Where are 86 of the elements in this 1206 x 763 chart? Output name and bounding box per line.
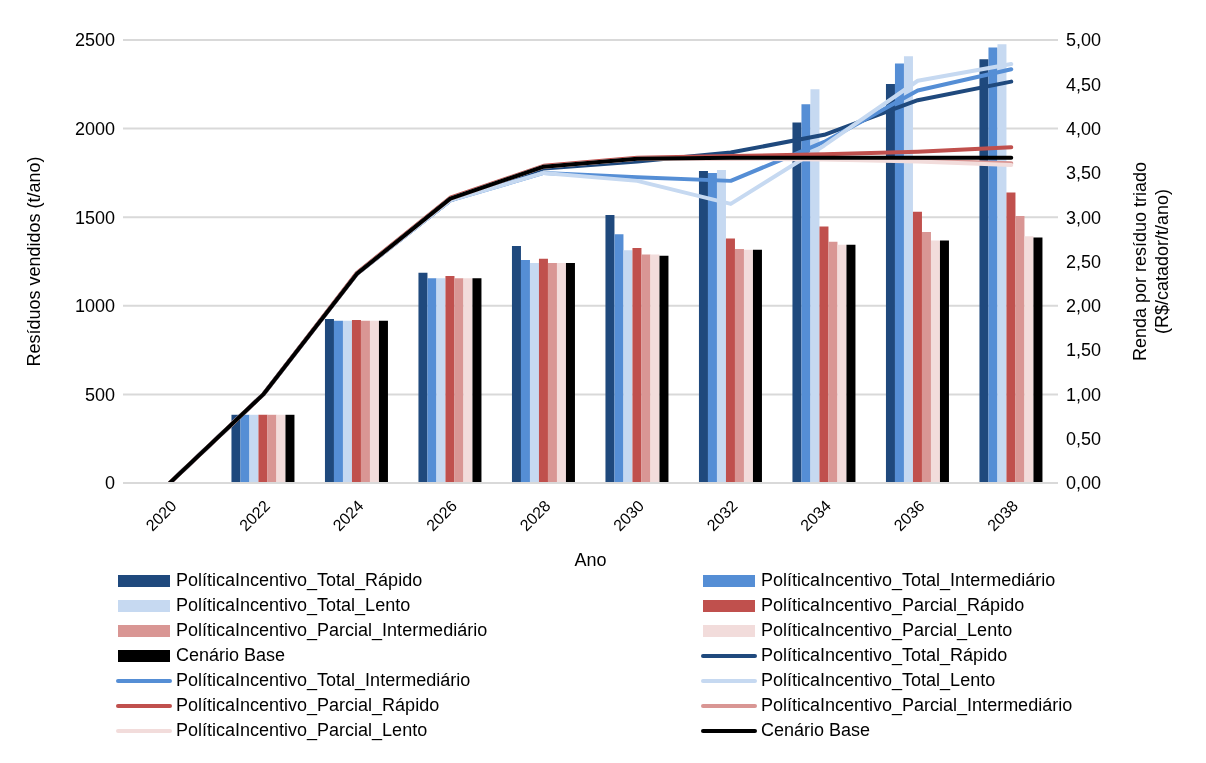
bar [276,414,286,483]
bar [342,320,352,483]
legend-label: PolíticaIncentivo_Total_Rápido [176,570,423,591]
legend-label: Cenário Base [176,645,286,666]
bar [333,320,343,483]
bar [1033,237,1043,483]
y-tick-label: 1000 [74,296,115,317]
y-tick-label: 1500 [74,207,115,228]
bar [921,232,931,483]
legend-label: Cenário Base [761,720,871,741]
y-tick-label: 500 [84,384,115,405]
bar [378,320,388,483]
y2-tick-label: 1,00 [1066,384,1102,405]
legend-label: PolíticaIncentivo_Parcial_Lento [761,620,1013,641]
legend-label: PolíticaIncentivo_Parcial_Intermediário [761,695,1073,716]
y-axis-title: Resíduos vendidos (t/ano) [24,156,44,367]
bar [285,414,295,483]
bar [463,278,473,483]
bar [912,211,922,483]
y2-tick-label: 1,50 [1066,340,1102,361]
bar [231,414,241,483]
bar [939,240,949,483]
bar [930,240,940,483]
bar [511,245,521,483]
bar [1006,192,1016,483]
bar [698,170,708,483]
y2-axis-title: Renda por resíduo triado (R$/catador/t/ano) [1130,161,1172,362]
legend-label: PolíticaIncentivo_Parcial_Rápido [176,695,440,716]
bar [369,320,379,483]
y-tick-label: 0 [104,473,115,494]
bar [725,238,735,483]
bar [734,249,744,483]
bar [267,414,277,483]
bar [324,319,334,483]
bar [632,248,642,483]
y2-tick-label: 2,50 [1066,251,1102,272]
y-tick-label: 2500 [74,30,115,51]
bar [614,234,624,483]
y2-tick-label: 4,50 [1066,74,1102,95]
legend-label: PolíticaIncentivo_Total_Intermediário [176,670,471,691]
bar [650,254,660,483]
bar [846,244,856,483]
y2-tick-label: 4,00 [1066,118,1102,139]
bar [828,241,838,483]
bar [529,263,539,483]
y2-tick-label: 5,00 [1066,30,1102,51]
bar [1024,236,1034,483]
bar [1015,215,1025,483]
legend-label: PolíticaIncentivo_Parcial_Intermediário [176,620,488,641]
y-tick-label: 2000 [74,118,115,139]
bar [351,319,361,483]
bar [258,414,268,483]
bar [240,414,250,483]
legend-label: PolíticaIncentivo_Parcial_Lento [176,720,428,741]
bar [623,250,633,483]
x-axis-title: Ano [574,550,607,570]
bar [819,226,829,483]
bar [752,249,762,483]
bar [837,244,847,483]
bar [520,259,530,483]
bar [427,278,437,483]
y2-tick-label: 3,50 [1066,163,1102,184]
bar [472,278,482,483]
bar [436,278,446,483]
bar [641,254,651,483]
bar [565,263,575,483]
bar [556,263,566,483]
legend-label: PolíticaIncentivo_Parcial_Rápido [761,595,1025,616]
bar [249,414,259,483]
legend-label: PolíticaIncentivo_Total_Rápido [761,645,1008,666]
bar [360,320,370,483]
legend-label: PolíticaIncentivo_Total_Lento [761,670,996,691]
y2-tick-label: 0,00 [1066,473,1102,494]
bar [659,255,669,483]
bar [743,249,753,483]
legend-label: PolíticaIncentivo_Total_Intermediário [761,570,1056,591]
bar [605,214,615,483]
y2-tick-label: 2,00 [1066,296,1102,317]
y2-tick-label: 0,50 [1066,429,1102,450]
legend-label: PolíticaIncentivo_Total_Lento [176,595,411,616]
bar [418,272,428,483]
y2-tick-label: 3,00 [1066,207,1102,228]
bar [454,278,464,483]
bar [538,258,548,483]
bar [445,276,455,483]
bar [547,263,557,483]
